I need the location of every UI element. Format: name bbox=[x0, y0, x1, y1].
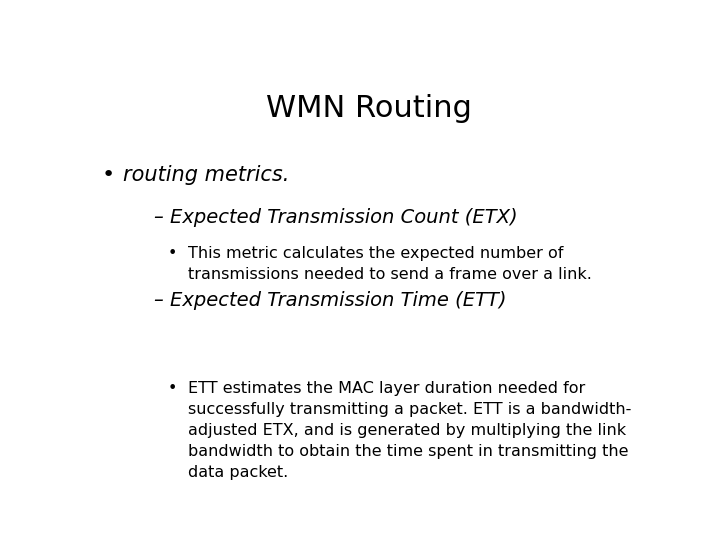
Text: routing metrics.: routing metrics. bbox=[124, 165, 290, 185]
Text: •: • bbox=[168, 381, 178, 396]
Text: •: • bbox=[101, 165, 114, 185]
Text: WMN Routing: WMN Routing bbox=[266, 94, 472, 123]
Text: •: • bbox=[168, 246, 178, 261]
Text: This metric calculates the expected number of
transmissions needed to send a fra: This metric calculates the expected numb… bbox=[188, 246, 592, 282]
Text: – Expected Transmission Time (ETT): – Expected Transmission Time (ETT) bbox=[154, 292, 507, 310]
Text: – Expected Transmission Count (ETX): – Expected Transmission Count (ETX) bbox=[154, 208, 518, 227]
Text: ETT estimates the MAC layer duration needed for
successfully transmitting a pack: ETT estimates the MAC layer duration nee… bbox=[188, 381, 631, 480]
